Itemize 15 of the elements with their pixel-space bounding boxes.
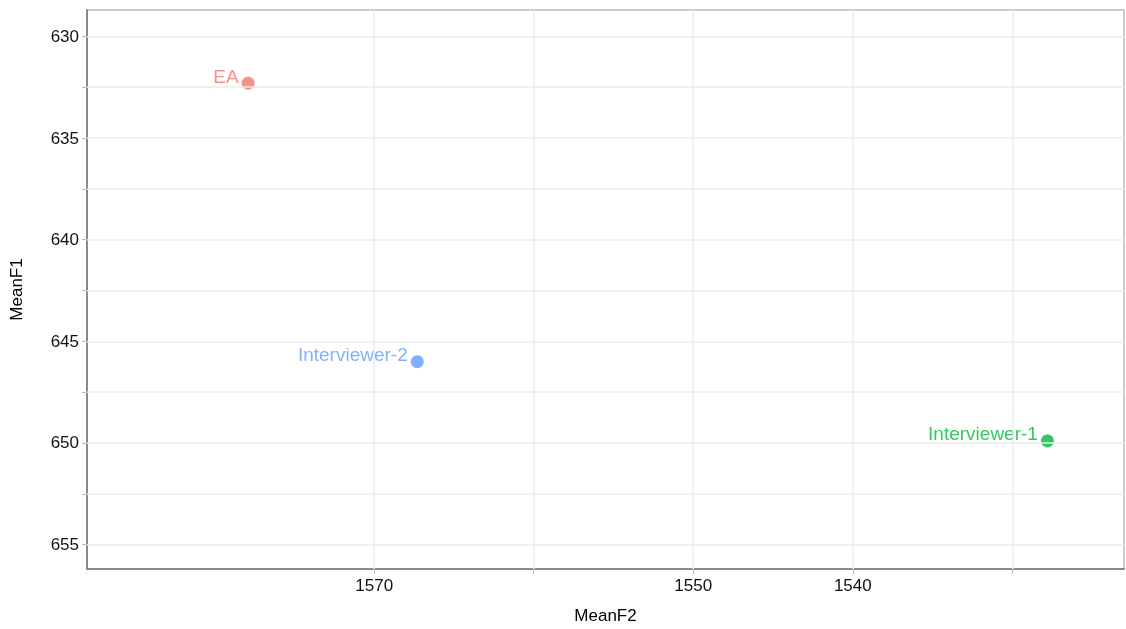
series-label: EA <box>213 65 239 87</box>
x-axis-title: MeanF2 <box>574 606 637 625</box>
y-tick-label: 650 <box>50 433 79 453</box>
point <box>410 355 424 369</box>
y-tick-label: 640 <box>50 230 79 250</box>
x-tick-label: 1570 <box>355 576 394 595</box>
x-tick-label: 1540 <box>833 576 872 595</box>
y-tick-label: 655 <box>50 535 79 555</box>
series-label: Interviewer-1 <box>928 423 1038 445</box>
y-axis-title: MeanF1 <box>7 258 26 321</box>
y-tick-label: 630 <box>50 26 79 46</box>
x-tick-label: 1550 <box>674 576 713 595</box>
y-tick-label: 635 <box>50 128 79 148</box>
y-tick-label: 645 <box>50 331 79 351</box>
series-label: Interviewer-2 <box>297 344 408 366</box>
